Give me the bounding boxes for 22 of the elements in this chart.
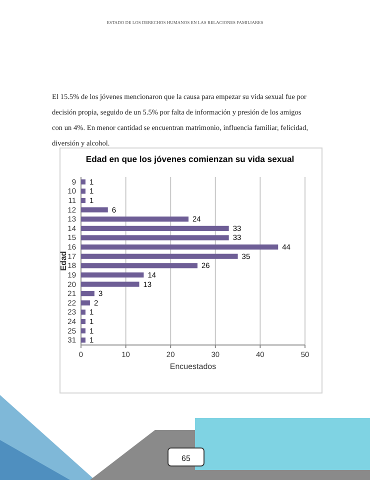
bar xyxy=(81,328,86,334)
bar xyxy=(81,318,86,324)
bar xyxy=(81,254,238,259)
text: 65 xyxy=(182,454,191,463)
bar xyxy=(81,188,86,194)
bar xyxy=(81,338,86,343)
bar xyxy=(81,207,108,212)
chart-title: Edad en que los jóvenes comienzan su vida sexual xyxy=(86,154,294,164)
bar xyxy=(81,198,86,204)
bar xyxy=(81,216,189,222)
bar xyxy=(81,282,140,287)
bar xyxy=(81,272,144,278)
bar xyxy=(81,263,198,268)
bar xyxy=(81,244,278,250)
bar xyxy=(81,226,229,231)
x-axis-title: Encuestados xyxy=(170,362,216,371)
bar xyxy=(81,179,86,184)
bar xyxy=(81,291,94,296)
bar xyxy=(81,235,229,240)
bar xyxy=(81,300,90,306)
y-axis-title: Edad xyxy=(59,251,68,271)
bar xyxy=(81,310,86,315)
